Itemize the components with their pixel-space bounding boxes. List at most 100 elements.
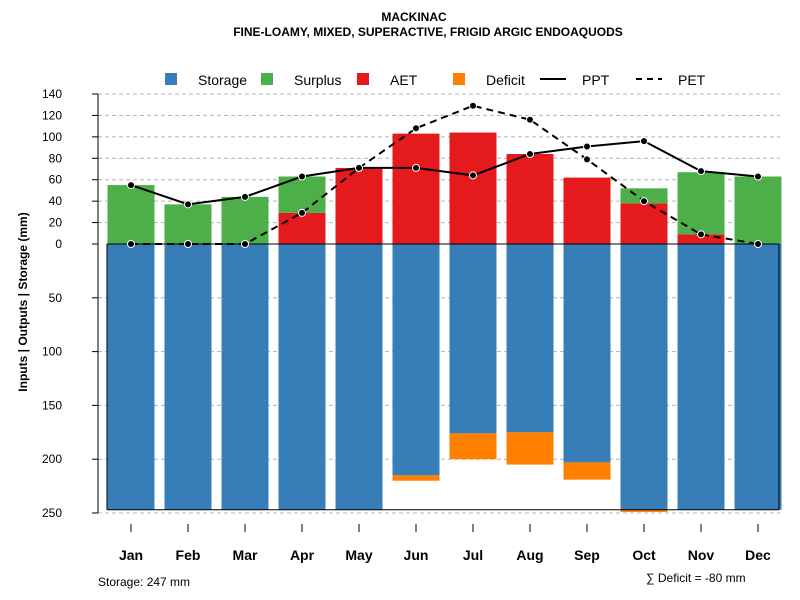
pet-point xyxy=(298,208,306,217)
deficit-footer: ∑ Deficit = -80 mm xyxy=(646,571,746,585)
ppt-point xyxy=(127,181,135,190)
legend-deficit-swatch xyxy=(453,73,465,85)
aet-bar xyxy=(278,212,326,244)
ppt-line xyxy=(130,140,759,206)
ppt-point xyxy=(184,200,192,209)
x-tick-label: Nov xyxy=(688,547,715,563)
bars xyxy=(106,132,782,512)
pet-point xyxy=(754,240,762,248)
x-tick-label: Dec xyxy=(745,547,771,563)
deficit-bar xyxy=(506,432,554,465)
aet-bar xyxy=(620,203,668,244)
pet-point xyxy=(241,240,249,248)
legend-aet-swatch xyxy=(357,73,369,85)
y-tick-label: 250 xyxy=(42,506,62,520)
pet-line xyxy=(131,104,759,245)
storage-bar xyxy=(335,244,383,510)
x-tick-label: Mar xyxy=(233,547,258,563)
pet-point xyxy=(469,101,477,110)
y-tick-label: 20 xyxy=(49,216,63,230)
surplus-bar xyxy=(107,185,155,244)
pet-point xyxy=(697,230,705,239)
storage-bar xyxy=(221,244,269,510)
storage-bar xyxy=(392,244,440,476)
storage-footer: Storage: 247 mm xyxy=(98,575,190,589)
aet-bar xyxy=(449,132,497,244)
storage-bar xyxy=(620,244,668,510)
pet-point xyxy=(127,240,135,248)
ppt-point xyxy=(412,163,420,172)
chart-title: MACKINAC xyxy=(381,10,447,24)
x-tick-label: Apr xyxy=(290,547,315,563)
pet-point xyxy=(184,240,192,248)
ppt-point xyxy=(583,142,591,151)
ppt-point xyxy=(697,167,705,176)
x-tick-label: May xyxy=(345,547,372,563)
legend: Storage Surplus AET Deficit PPT PET xyxy=(165,72,706,88)
aet-bar xyxy=(677,234,725,244)
y-axis-title: Inputs | Outputs | Storage (mm) xyxy=(16,212,30,391)
series-lines xyxy=(127,101,762,248)
surplus-bar xyxy=(164,204,212,244)
x-axis: Jan Feb Mar Apr May Jun Jul Aug Sep Oct Nov Dec xyxy=(119,524,771,563)
x-tick-label: Jun xyxy=(404,547,429,563)
storage-bar xyxy=(506,244,554,433)
legend-surplus-swatch xyxy=(261,73,273,85)
y-tick-label: 50 xyxy=(49,291,63,305)
y-tick-label: 200 xyxy=(42,452,62,466)
aet-bar xyxy=(335,167,383,244)
legend-pet-label: PET xyxy=(678,72,706,88)
legend-aet-label: AET xyxy=(390,72,418,88)
deficit-bar xyxy=(563,462,611,480)
y-tick-label: 80 xyxy=(49,151,63,165)
pet-point xyxy=(640,197,648,206)
legend-storage-label: Storage xyxy=(198,72,247,88)
deficit-bar xyxy=(620,509,668,512)
x-tick-label: Feb xyxy=(176,547,201,563)
storage-bar xyxy=(164,244,212,510)
x-tick-label: Jul xyxy=(463,547,483,563)
storage-bar xyxy=(107,244,155,510)
pet-point xyxy=(583,155,591,164)
pet-point xyxy=(412,124,420,133)
x-tick-label: Sep xyxy=(574,547,600,563)
chart-subtitle: FINE-LOAMY, MIXED, SUPERACTIVE, FRIGID A… xyxy=(233,25,623,39)
ppt-point xyxy=(241,192,249,201)
deficit-bar xyxy=(449,433,497,460)
aet-bar xyxy=(506,154,554,244)
ppt-point xyxy=(526,150,534,158)
surplus-bar xyxy=(734,176,782,244)
x-tick-label: Jan xyxy=(119,547,143,563)
legend-deficit-label: Deficit xyxy=(486,72,525,88)
legend-surplus-label: Surplus xyxy=(294,72,341,88)
ppt-point xyxy=(754,172,762,181)
ppt-point xyxy=(355,163,363,172)
y-tick-label: 40 xyxy=(49,194,63,208)
legend-ppt-label: PPT xyxy=(582,72,610,88)
legend-storage-swatch xyxy=(165,73,177,85)
ppt-point xyxy=(298,172,306,181)
y-tick-label: 0 xyxy=(55,237,62,251)
storage-bar xyxy=(449,244,497,434)
surplus-bar xyxy=(677,172,725,235)
y-tick-label: 100 xyxy=(42,130,62,144)
y-tick-label: 140 xyxy=(42,87,62,101)
y-tick-label: 120 xyxy=(42,108,62,122)
y-tick-label: 150 xyxy=(42,398,62,412)
ppt-point xyxy=(640,137,648,146)
y-tick-label: 100 xyxy=(42,345,62,359)
y-tick-label: 60 xyxy=(49,173,63,187)
x-tick-label: Aug xyxy=(516,547,543,563)
storage-bar xyxy=(563,244,611,463)
surplus-bar xyxy=(221,196,269,244)
ppt-point xyxy=(469,171,477,180)
aet-bar xyxy=(392,133,440,244)
aet-bar xyxy=(563,177,611,244)
x-tick-label: Oct xyxy=(632,547,656,563)
pet-point xyxy=(526,115,534,124)
storage-bar xyxy=(278,244,326,510)
storage-bar xyxy=(677,244,725,510)
deficit-bar xyxy=(392,475,440,481)
